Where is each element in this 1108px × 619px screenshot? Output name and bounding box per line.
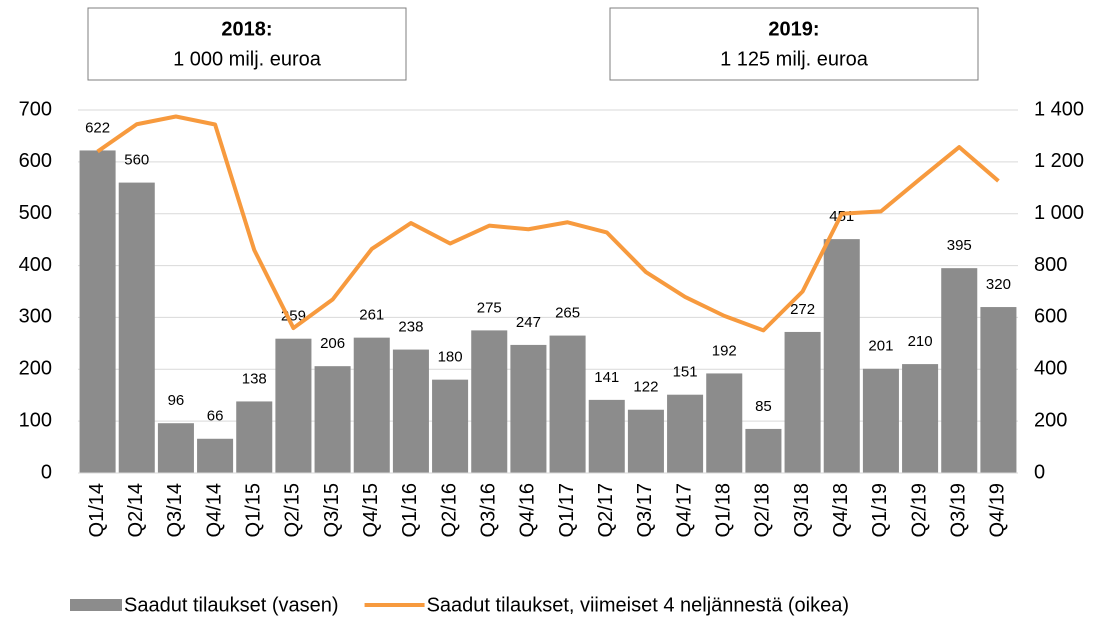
y-tick-label: 400 [19, 254, 52, 276]
legend-label: Saadut tilaukset, viimeiset 4 neljännest… [427, 594, 849, 616]
data-label: 206 [320, 335, 345, 352]
bar [79, 150, 116, 473]
y2-tick-label: 200 [1034, 409, 1067, 431]
bar [941, 268, 978, 473]
data-label: 122 [633, 379, 658, 396]
annotation-title: 2018: [221, 18, 272, 40]
bar [862, 368, 899, 473]
bar [549, 335, 586, 473]
bar [588, 399, 625, 473]
data-label: 261 [359, 307, 384, 324]
x-tick-label: Q2/14 [125, 483, 147, 537]
bar [627, 409, 664, 473]
x-tick-label: Q2/19 [908, 483, 930, 537]
x-tick-label: Q4/14 [203, 483, 225, 537]
y-tick-label: 100 [19, 409, 52, 431]
bar [902, 364, 939, 473]
bar [275, 338, 312, 473]
y2-tick-label: 600 [1034, 306, 1067, 328]
bar [706, 373, 743, 473]
y2-tick-label: 1 000 [1034, 202, 1084, 224]
x-tick-label: Q3/14 [164, 483, 186, 537]
legend-swatch [70, 599, 122, 611]
y2-tick-label: 1 200 [1034, 150, 1084, 172]
x-tick-label: Q4/15 [360, 483, 382, 537]
x-tick-label: Q4/18 [830, 483, 852, 537]
data-label: 192 [712, 342, 737, 359]
bar [353, 337, 390, 473]
x-tick-label: Q1/18 [713, 483, 735, 537]
bar [392, 349, 429, 473]
data-label: 85 [755, 398, 772, 415]
x-tick-label: Q2/17 [595, 483, 617, 537]
annotation-box [609, 7, 979, 81]
bar [667, 394, 704, 473]
data-label: 275 [477, 299, 502, 316]
data-label: 622 [85, 119, 110, 136]
y2-tick-label: 1 400 [1034, 98, 1084, 120]
data-label: 320 [986, 276, 1011, 293]
x-tick-label: Q2/18 [752, 483, 774, 537]
y2-tick-label: 400 [1034, 358, 1067, 380]
bar [432, 379, 469, 473]
annotation-text: 1 000 milj. euroa [173, 48, 322, 70]
x-tick-label: Q1/15 [243, 483, 265, 537]
x-tick-label: Q2/16 [438, 483, 460, 537]
data-label: 138 [242, 370, 267, 387]
data-label: 66 [207, 408, 224, 425]
bar [980, 307, 1017, 473]
legend-label: Saadut tilaukset (vasen) [124, 594, 339, 616]
y-tick-label: 700 [19, 98, 52, 120]
data-label: 151 [673, 364, 698, 381]
y2-tick-label: 800 [1034, 254, 1067, 276]
annotation-text: 1 125 milj. euroa [720, 48, 869, 70]
x-tick-label: Q4/19 [987, 483, 1009, 537]
bar [471, 330, 508, 473]
bar [157, 423, 194, 473]
data-label: 238 [398, 319, 423, 336]
data-label: 265 [555, 305, 580, 322]
data-label: 96 [168, 392, 185, 409]
x-tick-label: Q1/19 [869, 483, 891, 537]
bar [118, 182, 155, 473]
data-label: 247 [516, 314, 541, 331]
data-label: 210 [908, 333, 933, 350]
x-tick-label: Q3/17 [634, 483, 656, 537]
bar [236, 401, 273, 473]
bar [510, 344, 547, 473]
x-tick-label: Q3/16 [478, 483, 500, 537]
bar [745, 428, 782, 473]
y2-tick-label: 0 [1034, 461, 1045, 483]
y-tick-label: 200 [19, 358, 52, 380]
x-tick-label: Q2/15 [282, 483, 304, 537]
data-label: 141 [594, 369, 619, 386]
data-label: 560 [124, 152, 149, 169]
y-tick-label: 600 [19, 150, 52, 172]
bar [823, 239, 860, 473]
x-tick-label: Q3/19 [948, 483, 970, 537]
y-tick-label: 500 [19, 202, 52, 224]
data-label: 272 [790, 301, 815, 318]
bar [314, 366, 351, 473]
x-tick-label: Q3/18 [791, 483, 813, 537]
annotation-title: 2019: [768, 18, 819, 40]
x-tick-label: Q1/14 [86, 483, 108, 537]
line [96, 114, 1000, 333]
y-tick-label: 300 [19, 306, 52, 328]
data-label: 201 [868, 338, 893, 355]
x-tick-label: Q4/17 [673, 483, 695, 537]
x-tick-label: Q1/16 [399, 483, 421, 537]
bar [197, 438, 234, 473]
annotation-box [87, 7, 407, 81]
data-label: 180 [438, 349, 463, 366]
x-tick-label: Q3/15 [321, 483, 343, 537]
x-tick-label: Q1/17 [556, 483, 578, 537]
y-tick-label: 0 [41, 461, 52, 483]
x-tick-label: Q4/16 [517, 483, 539, 537]
bar [784, 331, 821, 473]
data-label: 395 [947, 237, 972, 254]
